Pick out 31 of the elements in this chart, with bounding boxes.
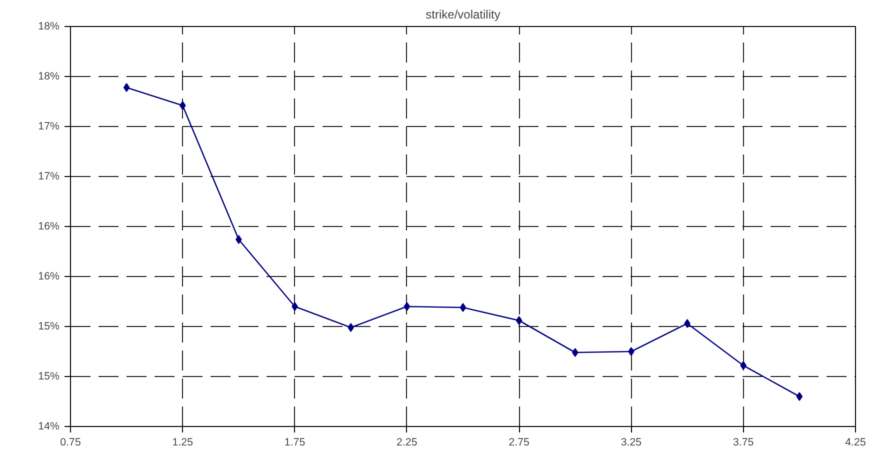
y-tick-label: 16% [38, 220, 60, 232]
x-tick-label: 1.75 [284, 436, 306, 448]
x-tick-label: 2.25 [396, 436, 418, 448]
x-tick-label: 4.25 [845, 436, 866, 448]
y-tick-label: 17% [38, 170, 60, 182]
x-tick-label: 1.25 [172, 436, 194, 448]
y-tick-label: 15% [38, 370, 60, 382]
x-tick-label: 3.75 [732, 436, 754, 448]
point [740, 361, 747, 370]
point [404, 302, 410, 311]
point [292, 302, 298, 311]
chart-title: strike/volatility [426, 8, 500, 22]
x-tick-label: 0.75 [60, 436, 81, 448]
y-tick-label: 14% [38, 420, 60, 432]
y-tick-label: 16% [38, 270, 60, 282]
x-tick-label: 2.75 [508, 436, 530, 448]
y-tick-label: 18% [38, 20, 60, 32]
point [460, 303, 466, 312]
point [516, 316, 522, 325]
point [348, 323, 354, 332]
point [236, 235, 242, 244]
y-tick-label: 18% [38, 70, 60, 82]
point [628, 347, 634, 356]
point [123, 83, 130, 92]
x-tick-label: 3.25 [620, 436, 642, 448]
point [572, 348, 578, 357]
point [684, 319, 690, 328]
point [179, 101, 186, 110]
y-tick-label: 15% [38, 320, 60, 332]
point [796, 392, 803, 401]
y-tick-label: 17% [38, 120, 60, 132]
